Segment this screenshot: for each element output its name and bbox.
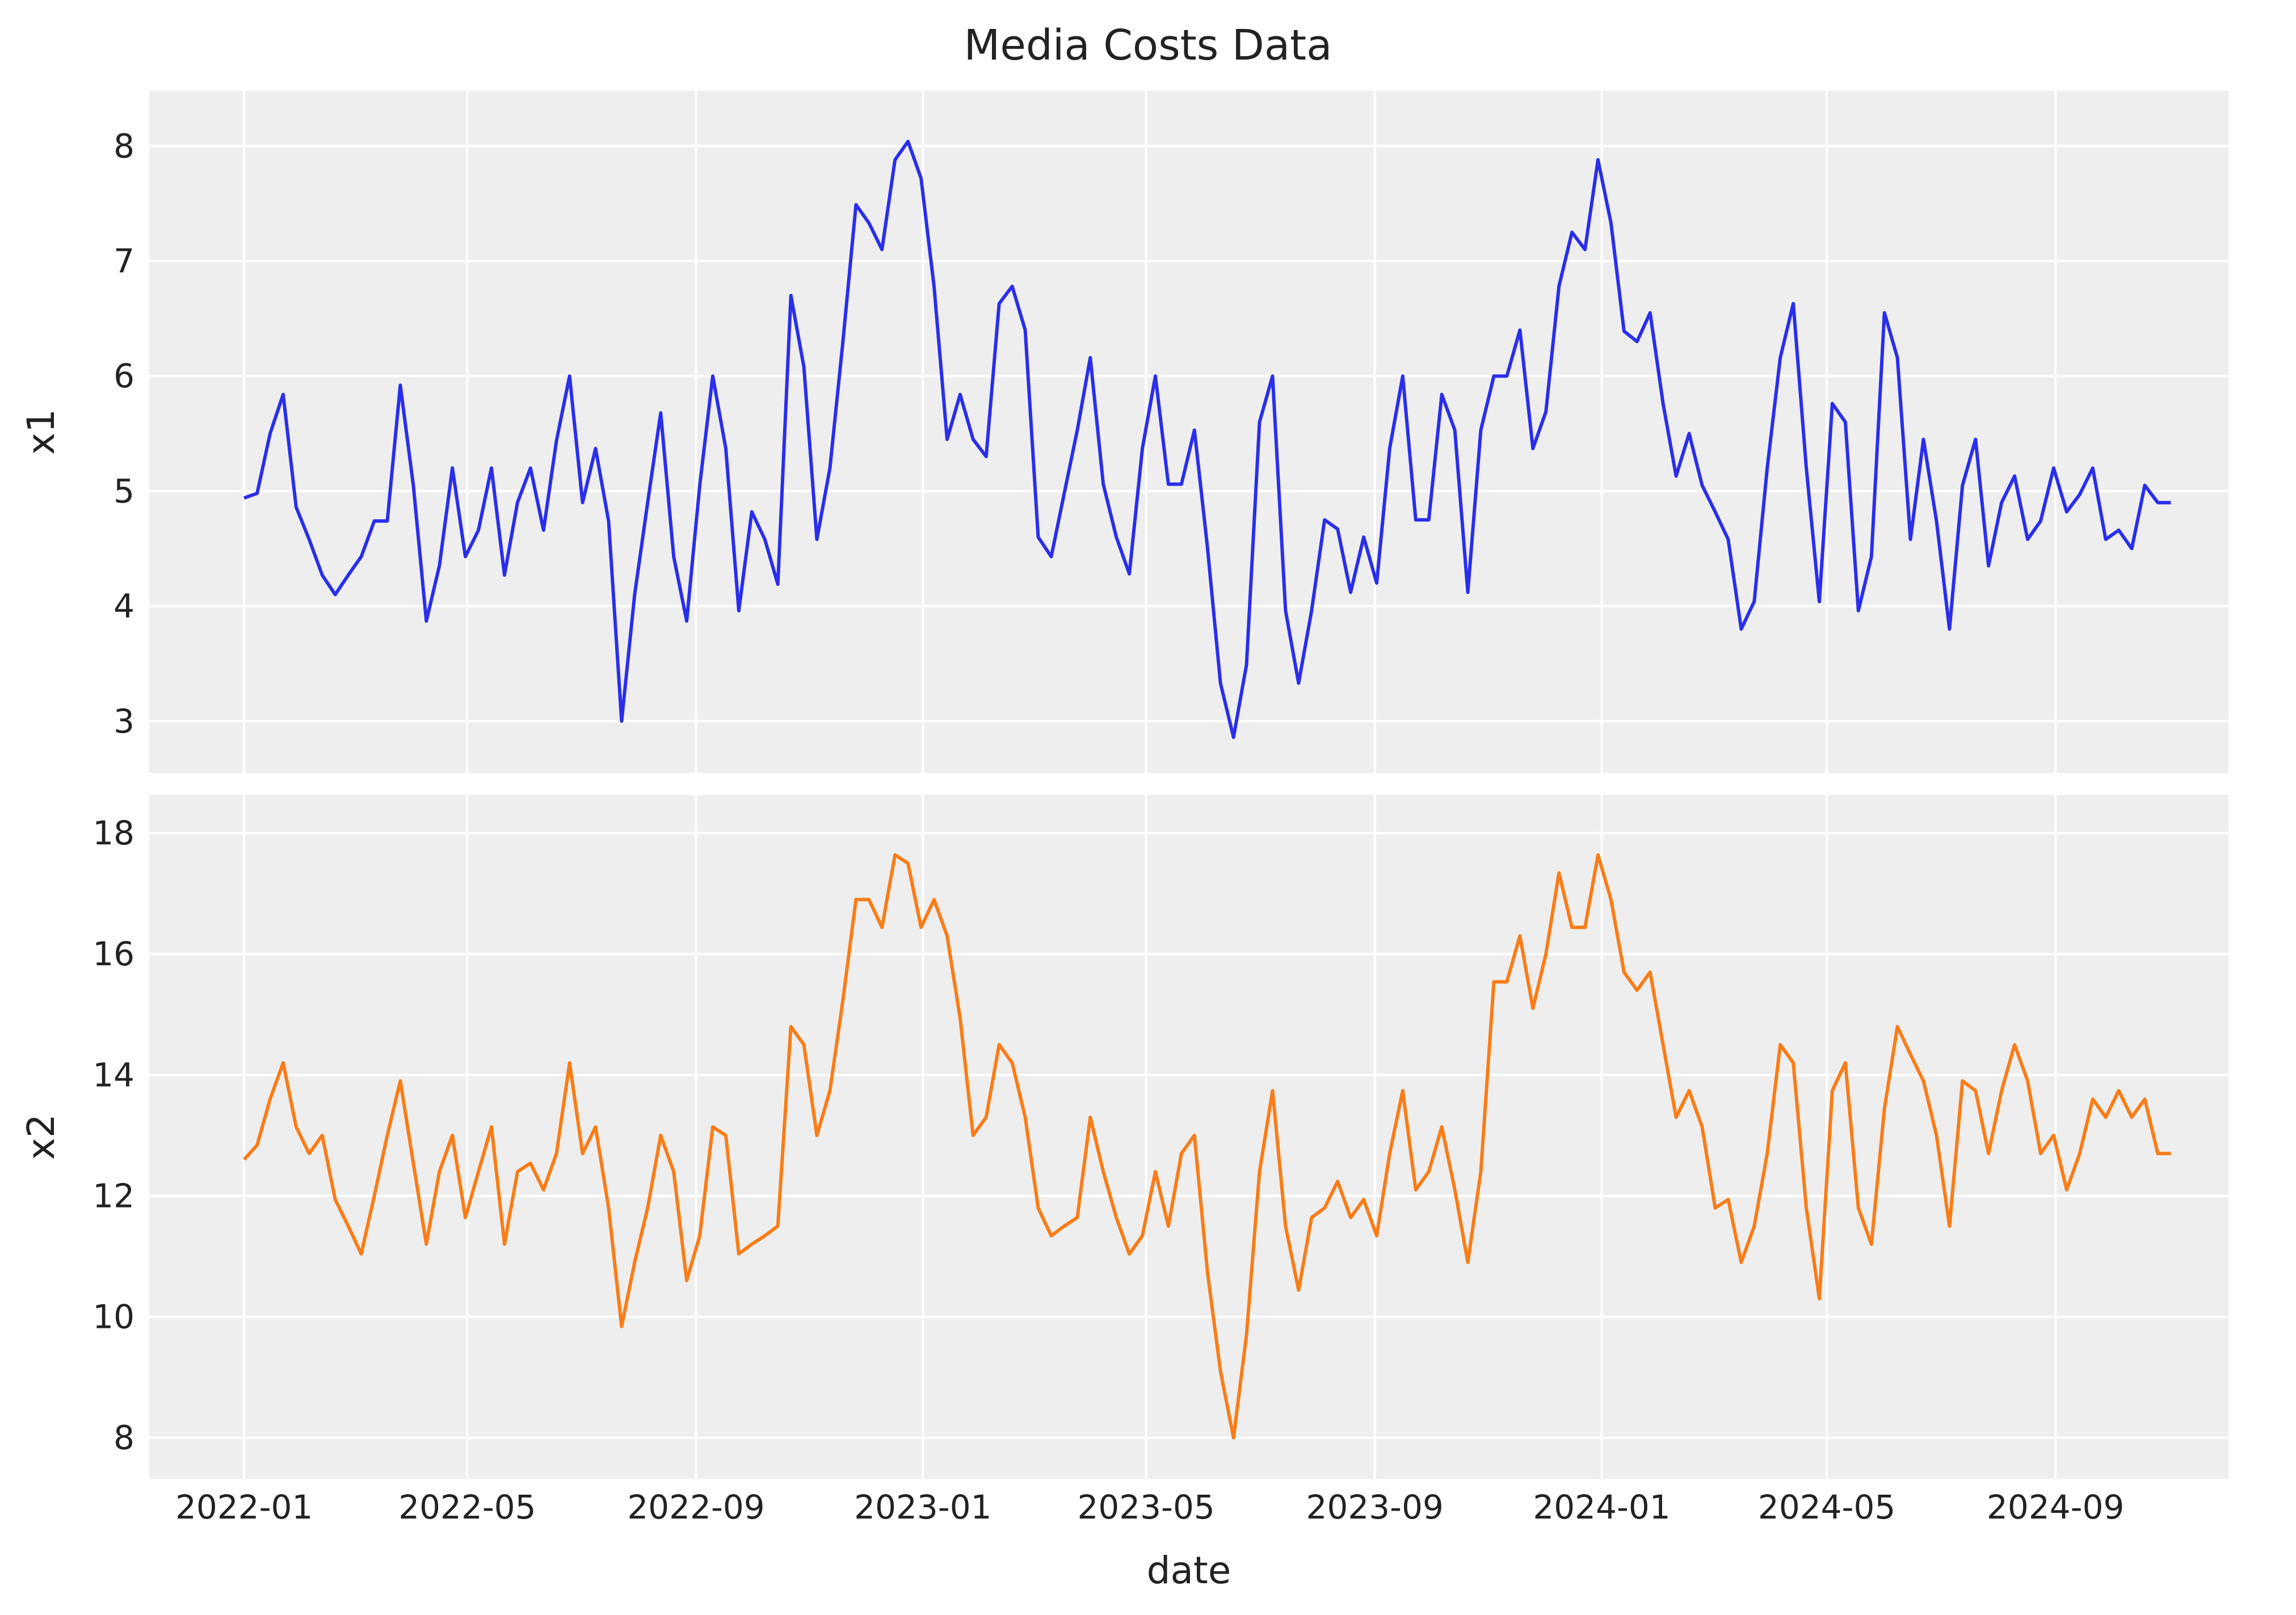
y-tick-label: 5 — [113, 472, 134, 510]
plot-background — [149, 795, 2228, 1479]
chart-title: Media Costs Data — [964, 21, 1332, 70]
panel-x1: 3 4 5 6 7 8 x1 — [19, 91, 2228, 773]
y-tick-label: 14 — [92, 1055, 134, 1094]
y-tick-label: 8 — [113, 127, 134, 165]
series-line-x2 — [242, 853, 2171, 1440]
y-tick-label: 4 — [113, 587, 134, 625]
x-tick-label: 2022-01 — [175, 1488, 313, 1526]
x-axis-label: date — [1147, 1549, 1231, 1592]
x-tick-label: 2022-09 — [627, 1488, 764, 1526]
y-tick-label: 18 — [92, 814, 134, 852]
y-tick-label: 6 — [113, 357, 134, 396]
x-tick-label: 2024-09 — [1987, 1488, 2124, 1526]
x-tick-label: 2024-05 — [1758, 1488, 1895, 1526]
y-tick-label: 7 — [113, 242, 134, 280]
x-tick-label: 2023-05 — [1077, 1488, 1214, 1526]
y-tick-label: 10 — [92, 1297, 134, 1336]
x-tick-label: 2024-01 — [1533, 1488, 1670, 1526]
y-tick-label: 12 — [92, 1176, 134, 1215]
x-tick-label: 2023-09 — [1306, 1488, 1444, 1526]
y-tick-label: 16 — [92, 935, 134, 973]
y-axis-label: x2 — [19, 1114, 63, 1160]
panel-x2: 8 10 12 14 16 18 x2 — [19, 795, 2228, 1479]
y-tick-label: 8 — [113, 1419, 134, 1457]
x-tick-label: 2023-01 — [854, 1488, 991, 1526]
plot-background — [149, 91, 2228, 773]
series-line-x1 — [243, 140, 2171, 739]
y-axis-label: x1 — [19, 409, 63, 455]
x-tick-label: 2022-05 — [398, 1488, 536, 1526]
y-tick-label: 3 — [113, 702, 134, 741]
